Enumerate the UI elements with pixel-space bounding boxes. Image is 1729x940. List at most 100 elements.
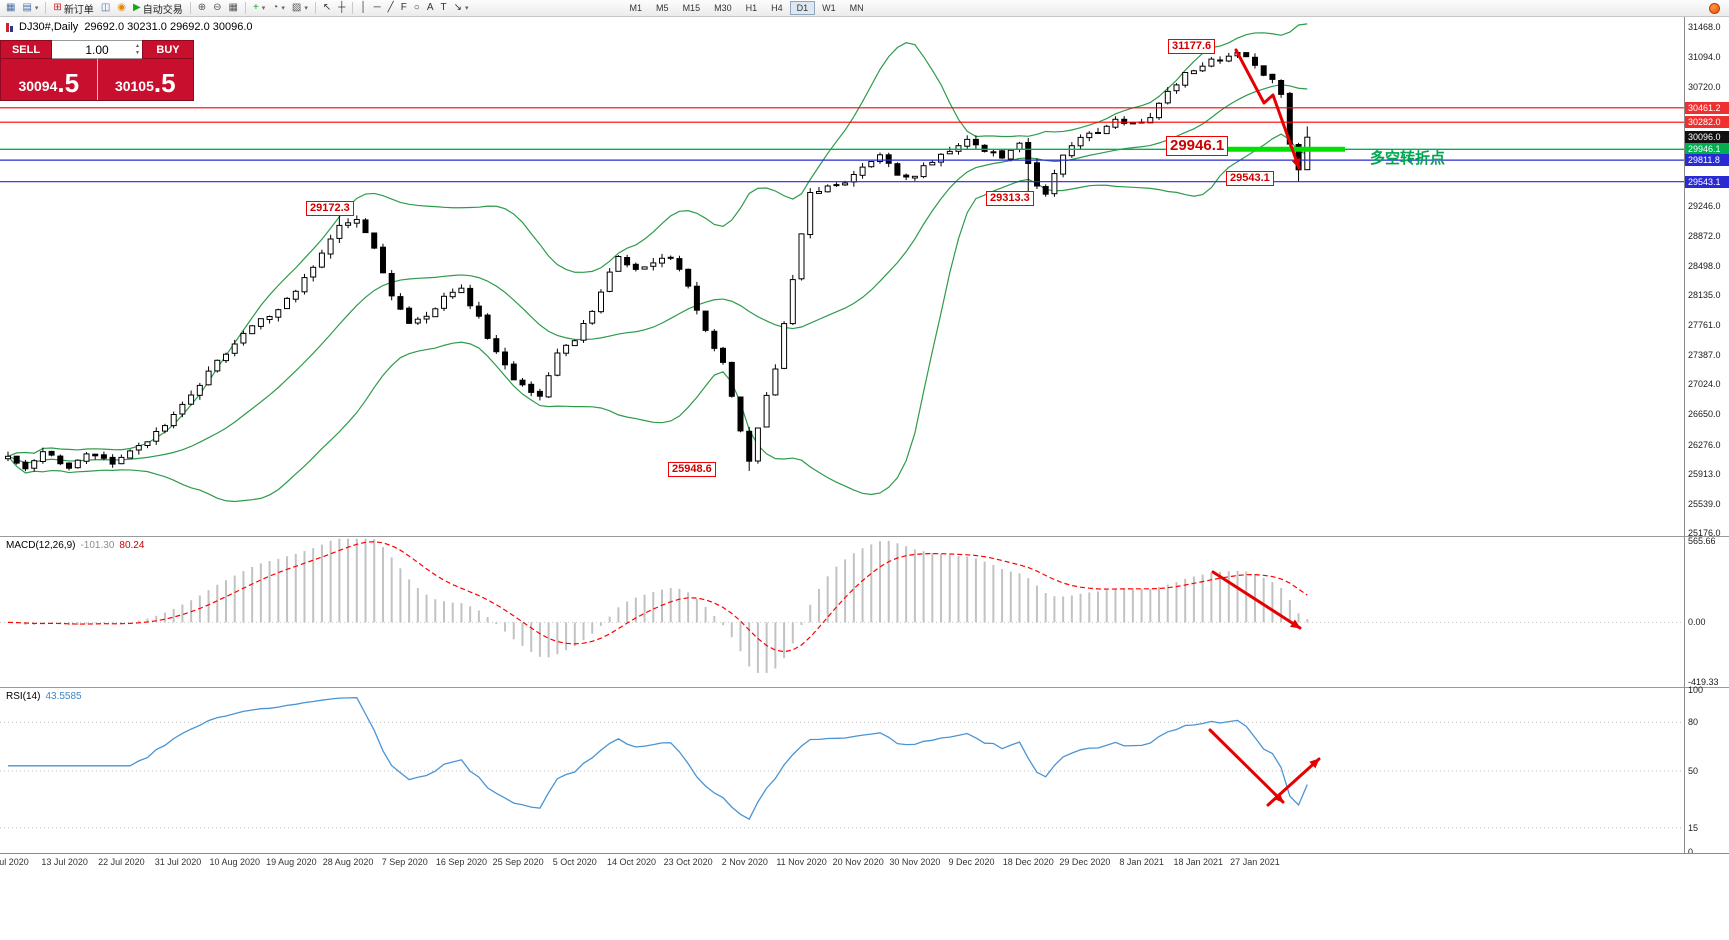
label-button[interactable]: T [438,1,450,16]
toolbar: ▦ ▤ ▾ ⊞ 新订单 ◫ ◉ ▶ 自动交易 ⊕ ⊖ ▦ + ▾ ◔ ▾ ▨ ▾ ↖ ┼ │ ─ ╱ F ○ A T ↘ ▾ M1 M5 M1… [0,0,1729,17]
tile-windows-button[interactable]: ▦ [225,1,240,16]
price-scale-tick: 27761.0 [1688,320,1721,331]
zoom-out-icon: ⊖ [213,2,222,13]
ellipse-icon: ○ [413,2,420,13]
profiles-icon: ▤ [22,2,32,13]
timeframe-m15-button[interactable]: M15 [682,3,701,13]
sell-price[interactable]: 30094.5 [1,59,98,100]
candle-body [83,453,90,462]
timeframe-w1-button[interactable]: W1 [822,3,836,13]
volume-input[interactable]: 1.00 ▲ ▼ [52,40,142,59]
rsi-value: 43.5585 [45,691,82,702]
candle-body [650,262,657,267]
sell-button[interactable]: SELL [0,40,52,59]
periods-icon: ◔ [272,2,279,13]
macd-histogram [15,538,1309,673]
date-label: 27 Jan 2021 [1230,857,1280,867]
notification-badge[interactable] [1709,2,1720,14]
templates-button[interactable]: ▨ ▾ [289,1,311,16]
main-price-panel [0,23,1684,503]
price-annotation[interactable]: 31177.6 [1168,39,1216,54]
sell-price-frac: .5 [57,68,80,98]
timeframe-d1-button[interactable]: D1 [789,1,816,15]
price-scale[interactable]: 31468.0 31094.0 30720.0 29246.0 28872.0 28498… [1684,17,1729,857]
macd-down-arrow[interactable] [1211,570,1302,630]
volume-stepper[interactable]: ▲ ▼ [135,43,140,56]
price-scale-tick: 28135.0 [1688,290,1721,300]
volume-up-icon[interactable]: ▲ [135,43,140,49]
zoom-in-button[interactable]: ⊕ [195,1,209,16]
macd-scale-label: 565.66 [1688,536,1716,547]
timeframe-m1-button[interactable]: M1 [629,3,643,13]
price-tag: 29811.8 [1685,154,1729,167]
bollinger-lower-band[interactable] [7,133,1308,503]
bollinger-upper-band[interactable] [7,23,1308,457]
price-annotation[interactable]: 29313.3 [986,191,1034,206]
arrows-button[interactable]: ↘ ▾ [451,1,472,16]
text-button[interactable]: A [424,1,437,16]
timeframe-m30-button[interactable]: M30 [714,3,732,13]
periods-button[interactable]: ◔ ▾ [269,1,288,16]
date-label: 20 Nov 2020 [832,857,884,867]
horizontal-line-button[interactable]: ─ [371,1,384,16]
community-button[interactable]: ◉ [114,1,129,16]
candle-body [1112,118,1119,128]
price-downtrend-arrow[interactable] [1234,48,1301,170]
candle-body [528,383,535,393]
candle-body [946,150,953,155]
chinese-note-label[interactable]: 多空转折点 [1370,150,1446,167]
indicators-button[interactable]: + ▾ [250,1,268,16]
new-chart-button[interactable]: ▦ [3,1,18,16]
price-annotation[interactable]: 29543.1 [1226,171,1274,186]
timeframe-h1-button[interactable]: H1 [745,3,758,13]
price-annotation[interactable]: 29172.3 [306,201,354,216]
ellipse-button[interactable]: ○ [411,1,423,16]
candle-body [972,138,979,146]
candle-body [240,332,247,344]
timeframe-mn-button[interactable]: MN [849,3,864,13]
candlesticks [5,50,1311,472]
chart-canvas[interactable] [0,0,1729,853]
candle-body [624,257,631,266]
zoom-out-button[interactable]: ⊖ [210,1,224,16]
buy-button[interactable]: BUY [142,40,194,59]
candle-body [737,396,744,432]
rsi-scale-label: 15 [1688,822,1699,833]
bollinger-middle-band[interactable] [7,84,1308,464]
profiles-button[interactable]: ▤ ▾ [19,1,41,16]
timeframe-toolbar: M1 M5 M15 M30 H1 H4 D1 W1 MN [623,1,871,15]
vertical-line-button[interactable]: │ [357,1,369,16]
candle-body [423,315,430,320]
trendline-button[interactable]: ╱ [385,1,397,16]
timeframe-m5-button[interactable]: M5 [656,3,669,13]
rsi-up-arrow[interactable] [1266,757,1321,807]
candle-body [353,219,360,224]
volume-down-icon[interactable]: ▼ [135,49,140,56]
candle-body [318,252,325,268]
date-label: 9 Dec 2020 [948,857,995,867]
buy-price[interactable]: 30105.5 [98,59,194,100]
time-axis[interactable]: 1 Jul 2020 13 Jul 2020 22 Jul 2020 31 Jul 2… [0,853,1729,870]
dropdown-arrow-icon: ▾ [465,5,469,12]
date-label: 29 Dec 2020 [1059,857,1111,867]
market-depth-button[interactable]: ◫ [98,1,113,16]
price-tag: 30282.0 [1685,116,1729,129]
date-label: 10 Aug 2020 [209,857,260,867]
timeframe-h4-button[interactable]: H4 [771,3,783,13]
price-annotation[interactable]: 29946.1 [1166,136,1229,156]
crosshair-button[interactable]: ┼ [335,1,348,16]
rsi-down-arrow[interactable] [1208,728,1285,804]
candle-body [458,287,465,294]
auto-trading-button[interactable]: ▶ 自动交易 [130,1,186,16]
candle-body [606,271,613,292]
price-annotation[interactable]: 25948.6 [668,462,716,477]
toolbar-separator [45,2,47,14]
fibonacci-button[interactable]: F [398,1,410,16]
candle-body [702,310,709,331]
new-order-button[interactable]: ⊞ 新订单 [50,1,96,16]
bollinger-bands[interactable] [7,23,1308,503]
date-label: 18 Jan 2021 [1173,857,1224,867]
toolbar-separator [352,2,354,14]
cursor-button[interactable]: ↖ [320,1,334,16]
